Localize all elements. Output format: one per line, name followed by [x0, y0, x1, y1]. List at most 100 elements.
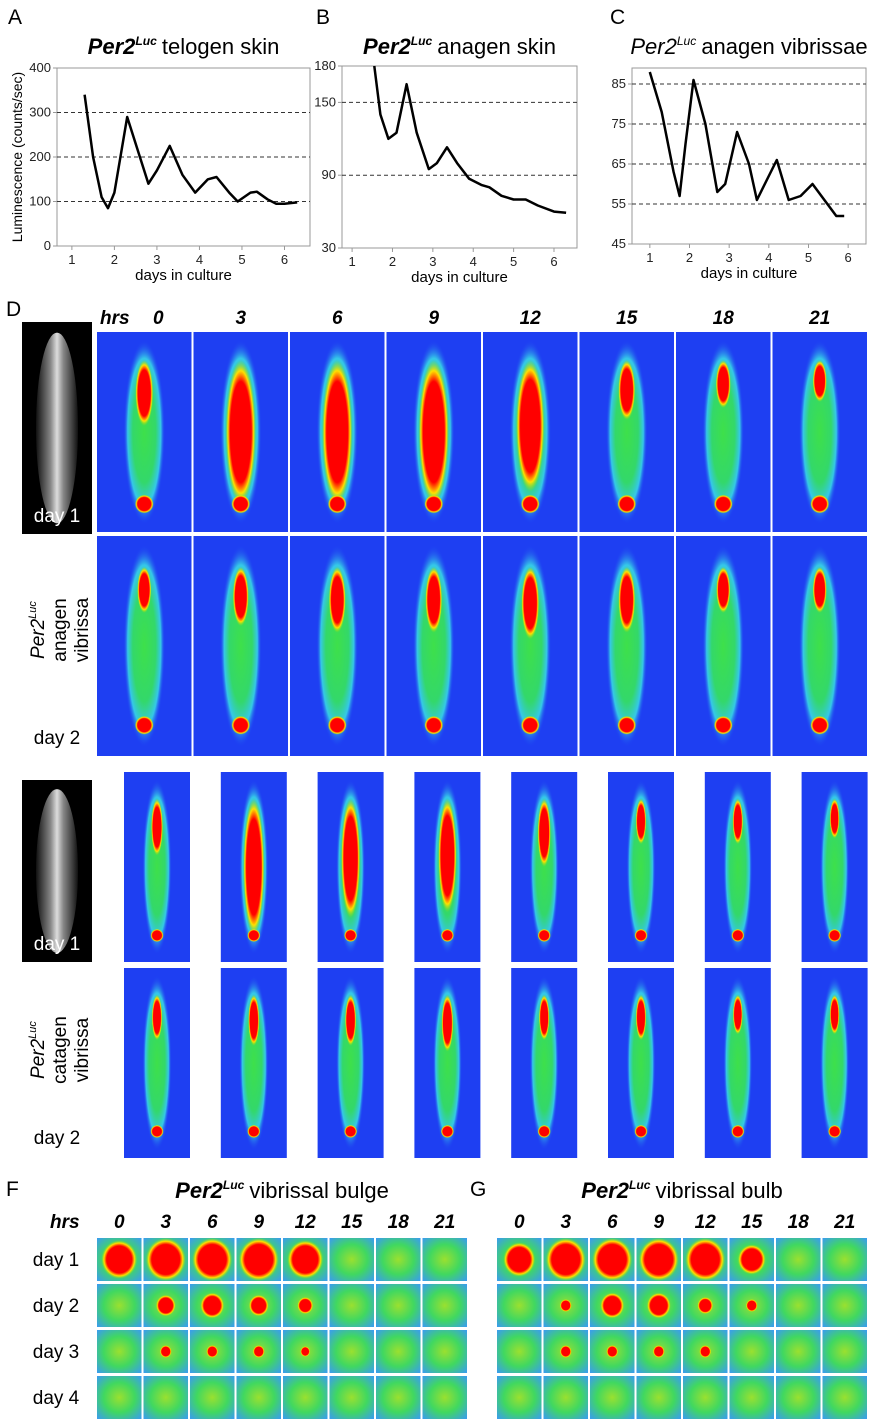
x-tick-label: 1 [68, 252, 75, 267]
tile-bg [422, 1238, 467, 1281]
image-tile [97, 536, 192, 756]
tile-core [715, 360, 731, 408]
photo-follicle [36, 789, 78, 953]
mini-tile [422, 1330, 467, 1373]
tile-core [248, 1294, 269, 1317]
tile-bg [776, 1284, 821, 1327]
hour-label: 9 [653, 1212, 664, 1233]
tile-bulb [424, 715, 444, 735]
x-tick-label: 2 [686, 250, 693, 265]
image-tile [386, 536, 481, 756]
gene-name: Per2 [28, 1038, 49, 1079]
hrs-label: hrs [50, 1212, 80, 1233]
tile-glow [529, 975, 559, 1151]
mini-tile [143, 1330, 188, 1373]
tile-glow [605, 340, 648, 524]
tile-core [618, 566, 636, 633]
tile-core [344, 994, 357, 1046]
tile-bulb [327, 715, 347, 735]
tile-core [200, 1292, 225, 1319]
tile-core [248, 994, 260, 1046]
mini-tile [190, 1284, 235, 1327]
image-tile [290, 332, 385, 532]
mini-tile [683, 1376, 728, 1419]
mini-tile [329, 1284, 374, 1327]
hour-label: 9 [253, 1212, 264, 1233]
mini-tile [590, 1376, 635, 1419]
tile-glow [702, 544, 745, 748]
mini-tile [497, 1376, 542, 1419]
x-tick-label: 5 [805, 250, 812, 265]
panel-letter: C [610, 6, 625, 29]
image-tile [704, 772, 771, 962]
tile-core [716, 566, 731, 614]
tile-bg [329, 1376, 374, 1419]
x-tick-label: 6 [550, 254, 557, 269]
y-tick-label: 65 [612, 156, 626, 171]
tile-core [635, 798, 647, 845]
x-tick-label: 5 [238, 252, 245, 267]
superscript: Luc [629, 1178, 651, 1192]
image-tile [220, 772, 287, 962]
hour-label: 15 [741, 1212, 763, 1233]
image-tile [317, 968, 384, 1158]
x-tick-label: 4 [196, 252, 203, 267]
mini-tile [329, 1330, 374, 1373]
tile-bulb [731, 1124, 745, 1138]
image-tile [676, 332, 771, 532]
title: Per2Luc telogen skin [88, 34, 280, 59]
tile-core [737, 1244, 766, 1275]
mini-tile [376, 1238, 421, 1281]
superscript: Luc [27, 601, 39, 619]
hour-label: 3 [560, 1212, 571, 1233]
tile-core [425, 566, 443, 633]
title: Per2Luc vibrissal bulb [581, 1178, 782, 1203]
hour-label: 6 [607, 1212, 618, 1233]
mini-tile [776, 1284, 821, 1327]
tile-core [592, 1238, 633, 1281]
tile-glow [798, 340, 841, 524]
hour-label: 21 [433, 1212, 455, 1233]
tile-bulb [810, 715, 830, 735]
tile-bg [636, 1376, 681, 1419]
tile-core [559, 1345, 572, 1358]
tile-glow [412, 544, 455, 748]
y-tick-label: 85 [612, 76, 626, 91]
tile-bg [190, 1376, 235, 1419]
tile-bulb [327, 494, 347, 514]
tile-core [537, 798, 551, 867]
side-tissue: vibrissa [72, 1017, 93, 1082]
title: Per2Luc anagen skin [363, 34, 556, 59]
line [648, 71, 845, 218]
x-tick-label: 3 [429, 254, 436, 269]
tile-core [287, 1240, 324, 1279]
y-tick-label: 0 [44, 238, 51, 253]
tile-bulb [150, 928, 164, 943]
tile-core [418, 360, 449, 504]
tile-glow [239, 975, 269, 1151]
tile-bg [329, 1238, 374, 1281]
tile-bulb [828, 928, 842, 943]
tile-glow [798, 544, 841, 748]
hour-label: 0 [514, 1212, 525, 1233]
image-tile [772, 332, 867, 532]
mini-tile [376, 1376, 421, 1419]
tile-bulb [150, 1124, 164, 1138]
mini-tile [729, 1376, 774, 1419]
tile-glow [723, 779, 753, 955]
mini-tile [636, 1238, 681, 1281]
gene-name: Per2 [175, 1178, 223, 1203]
hour-label: 18 [713, 308, 735, 329]
tile-bg [776, 1238, 821, 1281]
mini-tile [683, 1238, 728, 1281]
tile-core [206, 1345, 219, 1358]
panel-letter: F [6, 1178, 19, 1201]
gene-name: Per2 [28, 618, 49, 659]
tile-bg [376, 1238, 421, 1281]
tile-core [652, 1345, 665, 1358]
hour-label: 0 [153, 308, 164, 329]
tile-glow [432, 975, 462, 1151]
tile-glow [123, 544, 166, 748]
mini-tile [729, 1330, 774, 1373]
superscript: Luc [677, 34, 697, 48]
